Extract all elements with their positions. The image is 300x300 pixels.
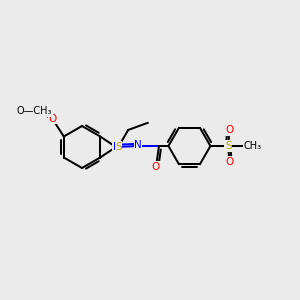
Text: O: O	[225, 157, 233, 167]
Text: S: S	[225, 141, 232, 151]
Text: O: O	[225, 125, 233, 135]
Text: O—CH₃: O—CH₃	[17, 106, 52, 116]
Text: CH₃: CH₃	[243, 141, 261, 151]
Text: O: O	[48, 114, 56, 124]
Text: S: S	[115, 142, 122, 152]
Text: N: N	[134, 140, 142, 150]
Text: N: N	[113, 142, 121, 152]
Text: O: O	[152, 162, 160, 172]
